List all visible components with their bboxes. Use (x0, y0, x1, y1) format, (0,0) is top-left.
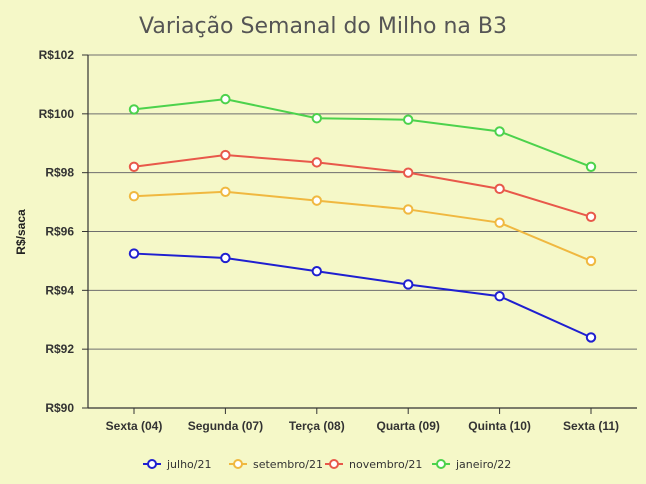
y-tick-label: R$102 (39, 48, 75, 62)
legend: julho/21 setembro/21 novembro/21 janeiro/22 (143, 458, 511, 471)
data-point (311, 113, 322, 124)
x-tick-label: Quarta (09) (377, 419, 440, 433)
data-point (220, 186, 231, 197)
data-point (311, 195, 322, 206)
data-point (220, 93, 231, 105)
data-point (220, 252, 231, 264)
x-tick-label: Quinta (10) (468, 419, 531, 433)
legend-item: setembro/21 (229, 458, 323, 471)
legend-item: janeiro/22 (432, 458, 511, 471)
y-tick-labels: R$90 R$92 R$94 R$96 R$98 R$100 R$102 (39, 48, 75, 415)
series-line (133, 98, 592, 168)
series-line (133, 190, 592, 262)
legend-marker (233, 459, 243, 469)
legend-label: julho/21 (166, 458, 212, 471)
chart-title: Variação Semanal do Milho na B3 (139, 14, 507, 39)
legend-marker (329, 459, 339, 469)
series-julho-21 (128, 248, 597, 343)
legend-label: novembro/21 (349, 458, 422, 471)
y-tick-label: R$96 (45, 225, 74, 239)
x-tick-label: Sexta (04) (106, 419, 163, 433)
data-point (494, 126, 505, 137)
data-point (494, 217, 505, 228)
series-line (133, 154, 592, 218)
legend-marker (436, 459, 446, 469)
x-tick-label: Sexta (11) (563, 419, 619, 433)
data-point (220, 149, 231, 161)
data-point (311, 157, 322, 168)
data-point (128, 104, 140, 115)
y-tick-label: R$98 (45, 166, 74, 180)
y-tick-label: R$94 (45, 283, 74, 297)
data-point (585, 255, 597, 267)
data-point (128, 191, 140, 202)
x-tick-label: Segunda (07) (188, 419, 263, 433)
series-janeiro-22 (128, 93, 597, 172)
y-axis-label: R$/saca (14, 209, 28, 255)
gridlines (88, 54, 637, 350)
data-point (403, 114, 414, 125)
x-tick-label: Terça (08) (289, 419, 345, 433)
y-tick-label: R$100 (39, 107, 75, 121)
series-setembro-21 (128, 186, 597, 267)
series-line (133, 252, 592, 339)
data-point (494, 291, 505, 302)
data-point (403, 279, 414, 290)
legend-item: novembro/21 (325, 458, 422, 471)
legend-label: setembro/21 (253, 458, 323, 471)
data-point (494, 183, 505, 195)
data-point (128, 248, 140, 259)
legend-marker (147, 459, 157, 469)
data-point (585, 332, 597, 343)
series (128, 93, 597, 343)
data-point (128, 161, 140, 172)
data-point (311, 266, 322, 277)
legend-item: julho/21 (143, 458, 212, 471)
series-novembro-21 (128, 149, 597, 222)
data-point (403, 204, 414, 215)
x-tick-labels: Sexta (04) Segunda (07) Terça (08) Quarta (… (106, 419, 619, 433)
y-tick-label: R$90 (45, 401, 74, 415)
data-point (585, 211, 597, 222)
y-tick-label: R$92 (45, 342, 74, 356)
data-point (403, 167, 414, 178)
axes (82, 54, 637, 414)
legend-label: janeiro/22 (455, 458, 511, 471)
data-point (585, 161, 597, 172)
